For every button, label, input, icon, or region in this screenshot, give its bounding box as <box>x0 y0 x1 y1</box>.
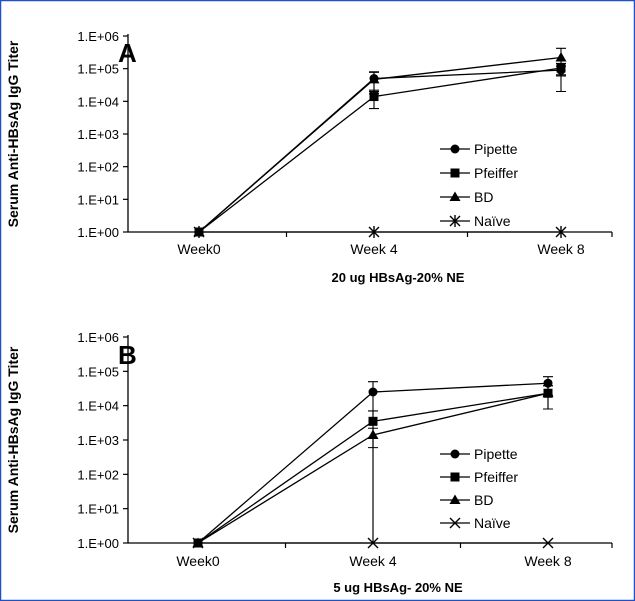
legend-marker <box>450 144 460 154</box>
legend-item: Pipette <box>440 141 518 157</box>
x-tick-label: Week0 <box>176 553 220 569</box>
x-axis-label: 5 ug HBsAg- 20% NE <box>333 580 463 595</box>
series-bd <box>193 47 567 236</box>
series-bd <box>192 385 554 547</box>
legend-label: Naïve <box>474 515 511 531</box>
data-point <box>367 537 379 549</box>
panel-label: A <box>118 38 137 68</box>
data-point <box>368 226 380 238</box>
y-tick-label: 1.E+01 <box>77 192 119 207</box>
data-point <box>368 416 378 426</box>
legend-item: Pfeiffer <box>440 165 518 181</box>
legend-label: BD <box>474 189 493 205</box>
x-tick-label: Week 4 <box>349 553 396 569</box>
legend-marker <box>449 215 461 227</box>
y-tick-label: 1.E+00 <box>77 536 119 551</box>
data-point <box>367 429 379 439</box>
y-tick-label: 1.E+04 <box>77 399 119 414</box>
series-nave <box>193 226 567 238</box>
y-tick-label: 1.E+03 <box>77 127 119 142</box>
legend: Pipette Pfeiffer BD Naïve <box>440 446 518 531</box>
panel-b: 1.E+00 1.E+01 1.E+02 1.E+03 1.E+04 1.E+05 1.E+… <box>5 330 613 595</box>
y-tick-label: 1.E+05 <box>77 62 119 77</box>
y-tick-label: 1.E+02 <box>77 160 119 175</box>
data-point <box>368 387 378 397</box>
y-tick-label: 1.E+06 <box>77 29 119 44</box>
y-tick-label: 1.E+01 <box>77 502 119 517</box>
x-tick-label: Week 4 <box>350 241 397 257</box>
legend-label: Naïve <box>474 213 511 229</box>
legend-marker <box>450 449 460 459</box>
legend-item: Naïve <box>440 515 511 531</box>
data-point <box>555 226 567 238</box>
data-point <box>192 537 204 549</box>
data-point <box>542 387 554 398</box>
legend-marker <box>449 191 461 201</box>
y-tick-label: 1.E+02 <box>77 467 119 482</box>
legend-item: BD <box>440 189 493 205</box>
legend-label: Pipette <box>474 141 518 157</box>
x-axis-label: 20 ug HBsAg-20% NE <box>332 270 465 285</box>
legend-item: BD <box>440 492 493 508</box>
legend-label: Pfeiffer <box>474 469 518 485</box>
data-point <box>193 226 205 238</box>
data-point <box>555 51 567 62</box>
y-tick-label: 1.E+06 <box>77 330 119 345</box>
series-nave <box>192 537 554 549</box>
panel-a: 1.E+00 1.E+01 1.E+02 1.E+03 1.E+04 1.E+05 1.E+… <box>5 29 613 285</box>
legend-label: Pfeiffer <box>474 165 518 181</box>
panel-label: B <box>118 340 137 370</box>
x-tick-label: Week0 <box>177 241 221 257</box>
legend-label: Pipette <box>474 446 518 462</box>
y-tick-label: 1.E+04 <box>77 94 119 109</box>
y-axis-label: Serum Anti-HBsAg IgG Titer <box>5 40 21 227</box>
data-point <box>369 92 379 102</box>
legend-marker <box>450 168 460 178</box>
legend-marker <box>450 472 460 482</box>
x-tick-label: Week 8 <box>537 241 584 257</box>
legend-item: Pipette <box>440 446 518 462</box>
y-axis-label: Serum Anti-HBsAg IgG Titer <box>5 346 21 533</box>
x-tick-label: Week 8 <box>524 553 571 569</box>
legend-marker <box>449 517 461 529</box>
y-tick-label: 1.E+03 <box>77 433 119 448</box>
data-point <box>368 73 380 84</box>
data-point <box>542 537 554 549</box>
y-tick-label: 1.E+05 <box>77 364 119 379</box>
legend-label: BD <box>474 492 493 508</box>
legend-item: Naïve <box>440 213 511 229</box>
legend-item: Pfeiffer <box>440 469 518 485</box>
legend-marker <box>449 494 461 504</box>
y-tick-label: 1.E+00 <box>77 225 119 240</box>
legend: Pipette Pfeiffer BD Naïve <box>440 141 518 229</box>
